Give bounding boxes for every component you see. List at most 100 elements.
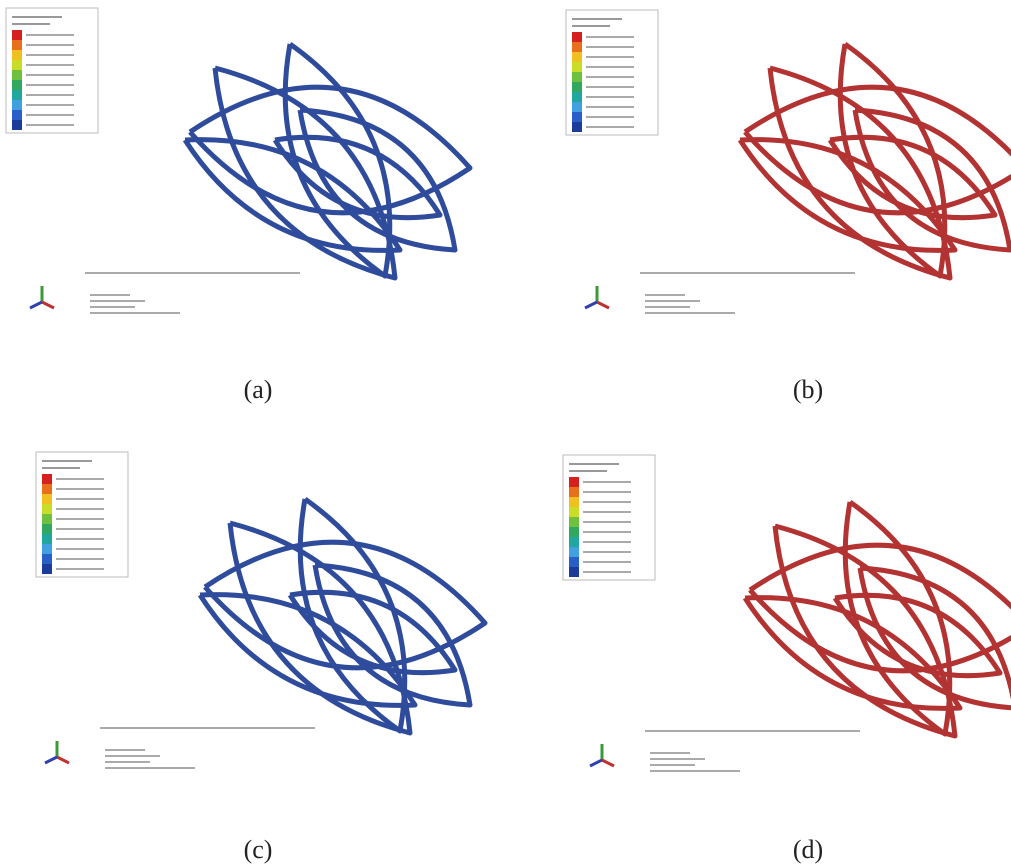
legend-swatch <box>569 567 579 577</box>
legend <box>563 455 655 580</box>
info-line <box>105 761 150 763</box>
legend-swatch <box>12 50 22 60</box>
info-line <box>650 758 705 760</box>
legend-swatch <box>569 537 579 547</box>
lattice <box>745 502 1011 736</box>
legend-swatch <box>12 70 22 80</box>
axis-triad <box>30 286 54 308</box>
legend-swatch <box>12 40 22 50</box>
info-line <box>650 764 695 766</box>
triad-x <box>57 757 69 763</box>
legend-line <box>42 467 80 469</box>
caption: (d) <box>793 835 823 864</box>
lattice <box>740 44 1011 278</box>
strut <box>770 68 950 278</box>
legend-line <box>586 116 634 118</box>
info-line <box>90 294 130 296</box>
legend-swatch <box>569 487 579 497</box>
legend-line <box>572 25 610 27</box>
info-line <box>650 752 690 754</box>
legend-line <box>569 463 619 465</box>
legend-line <box>586 86 634 88</box>
legend-line <box>583 511 631 513</box>
triad-z <box>585 302 597 308</box>
legend-line <box>56 568 104 570</box>
legend-line <box>12 16 62 18</box>
info-line <box>645 312 735 314</box>
legend-swatch <box>572 62 582 72</box>
legend-line <box>56 488 104 490</box>
strut <box>775 526 955 736</box>
legend-swatch <box>572 52 582 62</box>
triad-x <box>602 760 614 766</box>
info-line <box>85 272 300 274</box>
legend-swatch <box>572 112 582 122</box>
info-line <box>105 767 195 769</box>
info-line <box>645 306 690 308</box>
panel <box>566 10 1011 314</box>
legend-swatch <box>572 92 582 102</box>
legend-line <box>586 76 634 78</box>
info-line <box>645 730 860 732</box>
panel <box>36 452 485 769</box>
legend-swatch <box>569 507 579 517</box>
legend-swatch <box>569 527 579 537</box>
caption: (b) <box>793 375 823 404</box>
legend-swatch <box>42 494 52 504</box>
triad-z <box>45 757 57 763</box>
legend-line <box>572 18 622 20</box>
triad-x <box>597 302 609 308</box>
legend <box>36 452 128 577</box>
legend-line <box>26 64 74 66</box>
strut <box>185 140 400 251</box>
info-line <box>90 306 135 308</box>
info-line <box>645 294 685 296</box>
axis-triad <box>45 741 69 763</box>
legend-line <box>586 66 634 68</box>
legend-line <box>26 104 74 106</box>
legend-line <box>583 491 631 493</box>
legend-swatch <box>572 72 582 82</box>
lattice <box>185 44 470 278</box>
legend-line <box>26 74 74 76</box>
info-line <box>105 755 160 757</box>
legend-line <box>26 34 74 36</box>
legend-line <box>26 94 74 96</box>
legend-line <box>586 36 634 38</box>
info-line <box>640 272 855 274</box>
legend-line <box>56 518 104 520</box>
legend-line <box>583 571 631 573</box>
legend-swatch <box>572 82 582 92</box>
legend-swatch <box>569 517 579 527</box>
legend-line <box>42 460 92 462</box>
triad-z <box>30 302 42 308</box>
legend-line <box>583 551 631 553</box>
legend-line <box>26 54 74 56</box>
legend-swatch <box>572 102 582 112</box>
strut <box>200 595 415 706</box>
legend-swatch <box>572 42 582 52</box>
legend-line <box>56 508 104 510</box>
legend-line <box>56 498 104 500</box>
legend-swatch <box>572 32 582 42</box>
legend-line <box>586 46 634 48</box>
legend-swatch <box>569 557 579 567</box>
legend-swatch <box>12 80 22 90</box>
legend-line <box>586 96 634 98</box>
legend-swatch <box>42 504 52 514</box>
panel <box>563 455 1011 772</box>
triad-x <box>42 302 54 308</box>
legend-line <box>583 481 631 483</box>
info-line <box>105 749 145 751</box>
legend-swatch <box>12 90 22 100</box>
legend-line <box>583 501 631 503</box>
legend-line <box>26 44 74 46</box>
axis-triad <box>585 286 609 308</box>
legend-swatch <box>572 122 582 132</box>
legend-line <box>583 541 631 543</box>
legend-swatch <box>42 534 52 544</box>
info-line <box>645 300 700 302</box>
legend-line <box>583 561 631 563</box>
legend-swatch <box>42 524 52 534</box>
legend-swatch <box>12 30 22 40</box>
